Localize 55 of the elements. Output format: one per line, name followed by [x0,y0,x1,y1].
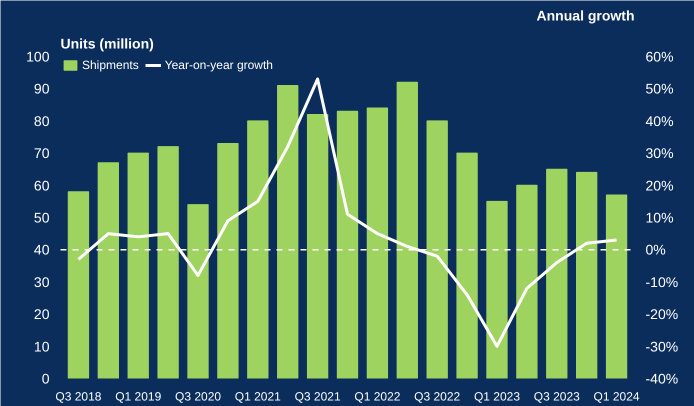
x-tick-label: Q1 2024 [594,390,640,404]
legend-label: Shipments [82,58,139,72]
y2-tick-label: 40% [646,112,674,129]
bar [217,142,239,378]
y2-tick-label: -40% [646,370,678,386]
bar [187,204,209,378]
bar [516,184,538,378]
bar [546,168,568,378]
x-tick-label: Q1 2022 [354,390,401,404]
x-tick-label: Q1 2023 [474,390,520,404]
y-tick-label: 30 [34,274,50,290]
bar [396,82,418,378]
y2-tick-label: 50% [646,80,674,97]
bar [456,152,478,378]
y-tick-label: 40 [34,242,50,258]
bar [576,172,598,378]
y2-tick-label: 0% [646,242,666,258]
y2-tick-label: -30% [646,338,678,354]
bar [128,152,149,378]
bar [157,146,179,378]
y-tick-label: 60 [34,177,50,194]
y2-tick-label: 20% [646,177,674,194]
y2-tick-label: -10% [646,274,678,290]
bar [366,108,388,378]
y2-axis-title: Annual growth [536,8,635,24]
y-tick-label: 100 [26,48,50,64]
y2-tick-label: -20% [646,306,678,322]
bar [277,84,298,378]
bar [98,162,119,378]
bar [68,191,90,378]
y-tick-label: 70 [34,145,50,162]
bar [486,200,508,378]
y2-tick-label: 30% [646,145,674,162]
legend-label: Year-on-year growth [164,58,273,72]
bar [606,194,628,378]
y-tick-label: 10 [34,338,50,354]
x-tick-label: Q1 2021 [234,390,282,404]
x-tick-label: Q3 2020 [175,390,222,404]
x-tick-label: Q3 2018 [55,390,102,404]
y-axis-title: Units (million) [60,36,154,52]
x-tick-label: Q3 2023 [534,390,580,404]
x-tick-label: Q3 2022 [414,390,461,404]
y-tick-label: 50 [34,210,50,226]
bar [426,120,448,378]
bar [306,114,328,378]
y2-tick-label: 60% [646,48,674,64]
y2-tick-label: 10% [646,210,674,226]
y-tick-label: 90 [34,80,50,97]
y-tick-label: 0 [42,370,50,386]
bar [247,120,268,378]
y-tick-label: 80 [34,112,50,129]
x-tick-label: Q3 2021 [294,390,341,404]
bar [336,110,358,378]
y-tick-label: 20 [34,306,50,322]
x-tick-label: Q1 2019 [115,390,162,404]
